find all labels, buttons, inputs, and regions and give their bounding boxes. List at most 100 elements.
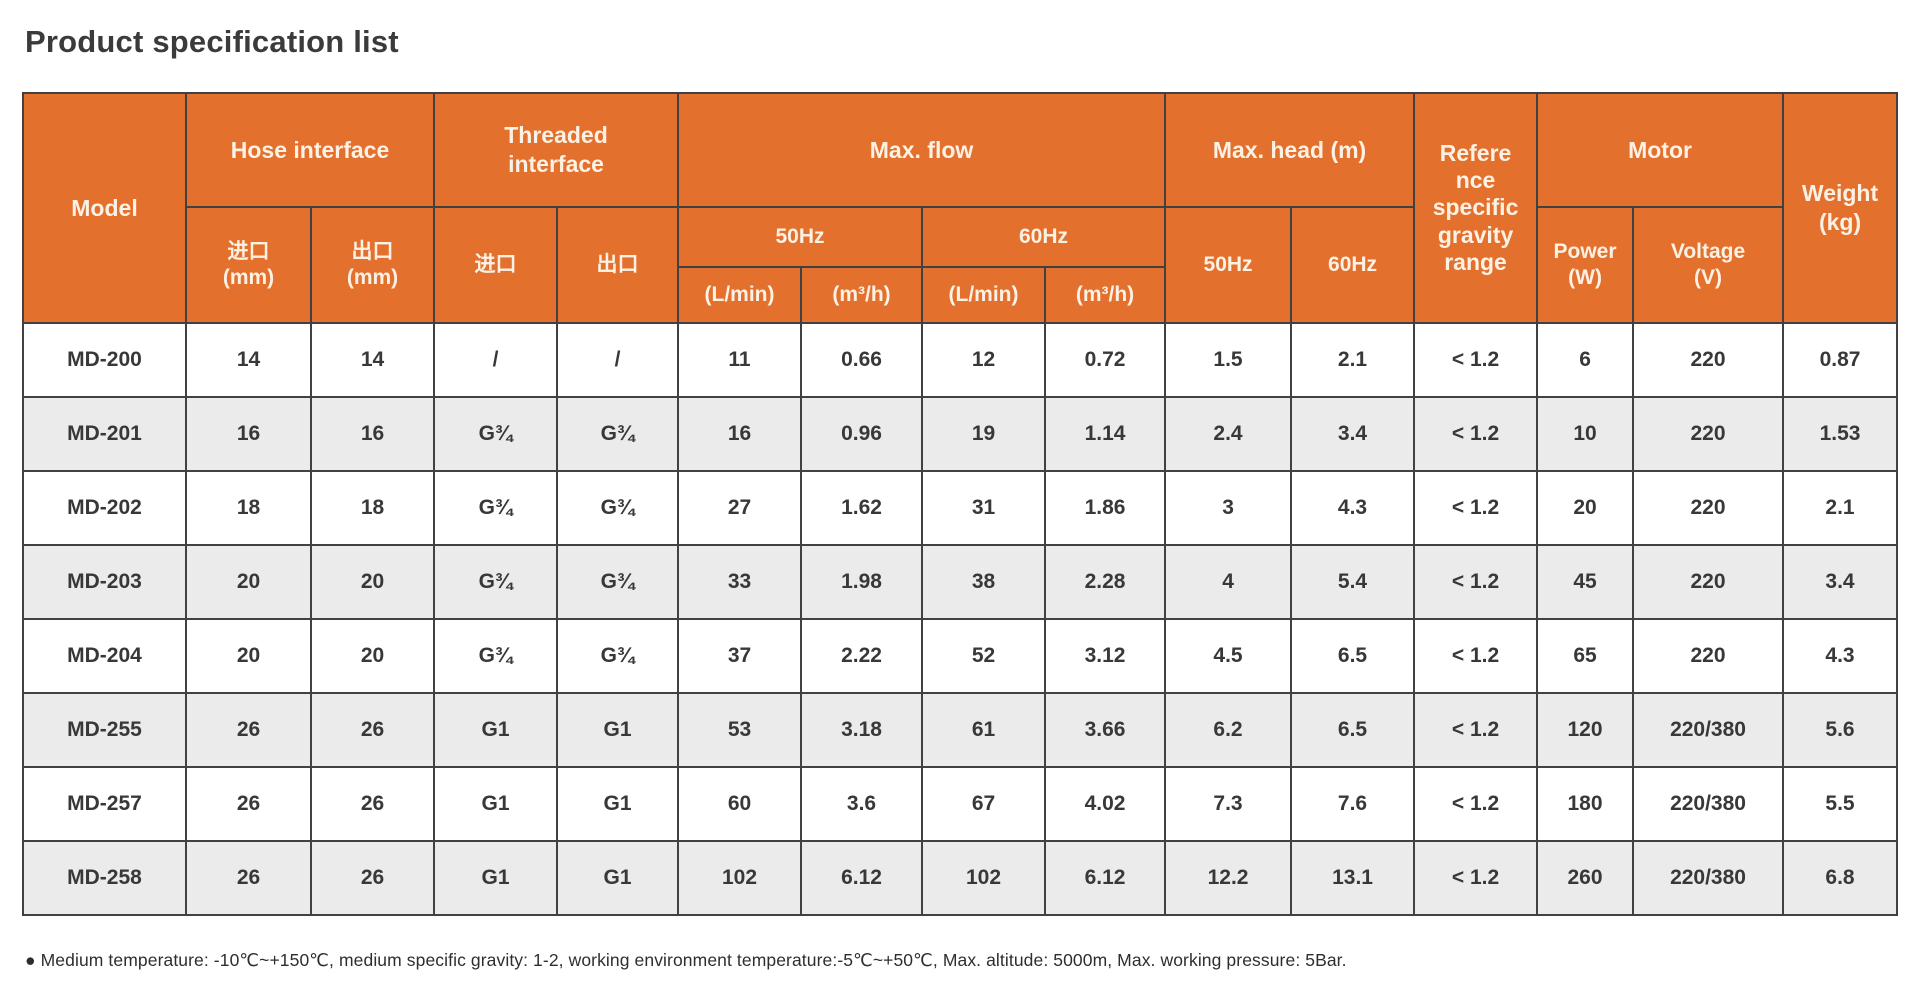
cell-value: 6 bbox=[1536, 322, 1635, 398]
cell-value: 1.62 bbox=[800, 470, 924, 546]
cell-value: 31 bbox=[921, 470, 1047, 546]
cell-value: 120 bbox=[1536, 692, 1635, 768]
cell-model: MD-204 bbox=[22, 618, 187, 694]
cell-value: 67 bbox=[921, 766, 1047, 842]
cell-value: G¾ bbox=[433, 470, 559, 546]
header-reference-gravity: Refere nce specific gravity range bbox=[1413, 92, 1539, 324]
cell-value: 7.6 bbox=[1290, 766, 1416, 842]
cell-value: 3.12 bbox=[1044, 618, 1167, 694]
cell-value: 3.6 bbox=[800, 766, 924, 842]
cell-value: 5.5 bbox=[1782, 766, 1899, 842]
cell-value: 27 bbox=[677, 470, 803, 546]
cell-value: 16 bbox=[677, 396, 803, 472]
cell-value: 38 bbox=[921, 544, 1047, 620]
cell-value: 52 bbox=[921, 618, 1047, 694]
cell-value: G1 bbox=[556, 692, 680, 768]
header-unit-lmin-50hz: (L/min) bbox=[677, 266, 803, 324]
cell-value: 3.18 bbox=[800, 692, 924, 768]
cell-value: 6.5 bbox=[1290, 618, 1416, 694]
table-row: MD-257 26 26 G1 G1 60 3.6 67 4.02 7.3 7.6 < 1.2 180 2… bbox=[22, 766, 1899, 842]
cell-value: 18 bbox=[185, 470, 312, 546]
cell-value: 4.3 bbox=[1782, 618, 1899, 694]
cell-value: 18 bbox=[309, 470, 436, 546]
cell-value: 6.2 bbox=[1164, 692, 1293, 768]
table-row: MD-201 16 16 G¾ G¾ 16 0.96 19 1.14 2.4 3.4 < 1.2 10 2… bbox=[22, 396, 1899, 472]
header-unit-m3h-50hz: (m³/h) bbox=[800, 266, 924, 324]
cell-value: 2.22 bbox=[800, 618, 924, 694]
cell-value: 26 bbox=[185, 840, 312, 916]
cell-value: 220/380 bbox=[1632, 692, 1785, 768]
cell-value: 20 bbox=[185, 544, 312, 620]
table-row: MD-258 26 26 G1 G1 102 6.12 102 6.12 12.2 13.1 < 1.… bbox=[22, 840, 1899, 916]
cell-model: MD-201 bbox=[22, 396, 187, 472]
cell-value: 12 bbox=[921, 322, 1047, 398]
cell-value: 60 bbox=[677, 766, 803, 842]
cell-value: 20 bbox=[185, 618, 312, 694]
cell-value: 102 bbox=[921, 840, 1047, 916]
cell-value: 1.14 bbox=[1044, 396, 1167, 472]
cell-model: MD-200 bbox=[22, 322, 187, 398]
header-voltage: Voltage (V) bbox=[1632, 206, 1785, 324]
cell-value: G¾ bbox=[556, 544, 680, 620]
cell-value: 6.12 bbox=[800, 840, 924, 916]
cell-value: 6.8 bbox=[1782, 840, 1899, 916]
header-weight: Weight (kg) bbox=[1782, 92, 1899, 324]
header-max-head: Max. head (m) bbox=[1164, 92, 1416, 208]
cell-value: G1 bbox=[433, 840, 559, 916]
header-flow-60hz: 60Hz bbox=[921, 206, 1167, 268]
header-hose-interface: Hose interface bbox=[184, 92, 436, 208]
cell-value: 4.5 bbox=[1164, 618, 1293, 694]
table-row: MD-204 20 20 G¾ G¾ 37 2.22 52 3.12 4.5 6.5 < 1.2 65 2… bbox=[22, 618, 1899, 694]
spec-table: Model Hose interface Threaded interface … bbox=[22, 92, 1899, 916]
page-title: Product specification list bbox=[25, 24, 399, 59]
cell-value: 26 bbox=[185, 766, 312, 842]
cell-value: 11 bbox=[677, 322, 803, 398]
cell-value: G1 bbox=[433, 766, 559, 842]
cell-value: 12.2 bbox=[1164, 840, 1293, 916]
cell-value: 26 bbox=[309, 692, 436, 768]
cell-value: 220 bbox=[1632, 544, 1785, 620]
cell-value: 6.12 bbox=[1044, 840, 1167, 916]
cell-value: 260 bbox=[1536, 840, 1635, 916]
header-motor: Motor bbox=[1536, 92, 1785, 208]
cell-value: 5.4 bbox=[1290, 544, 1416, 620]
spec-table-header: Model Hose interface Threaded interface … bbox=[22, 92, 1899, 324]
cell-value: 2.4 bbox=[1164, 396, 1293, 472]
cell-value: 1.86 bbox=[1044, 470, 1167, 546]
cell-value: 13.1 bbox=[1290, 840, 1416, 916]
cell-value: 26 bbox=[185, 692, 312, 768]
cell-value: 102 bbox=[677, 840, 803, 916]
cell-value: G¾ bbox=[433, 396, 559, 472]
cell-value: 3.4 bbox=[1290, 396, 1416, 472]
header-threaded-interface: Threaded interface bbox=[433, 92, 680, 208]
cell-value: 14 bbox=[185, 322, 312, 398]
header-model: Model bbox=[22, 92, 187, 324]
cell-value: 26 bbox=[309, 840, 436, 916]
cell-value: < 1.2 bbox=[1413, 840, 1539, 916]
cell-value: 3.66 bbox=[1044, 692, 1167, 768]
cell-value: < 1.2 bbox=[1413, 766, 1539, 842]
cell-value: 4 bbox=[1164, 544, 1293, 620]
cell-value: < 1.2 bbox=[1413, 618, 1539, 694]
cell-value: < 1.2 bbox=[1413, 396, 1539, 472]
cell-value: G¾ bbox=[433, 618, 559, 694]
cell-value: < 1.2 bbox=[1413, 470, 1539, 546]
cell-value: 37 bbox=[677, 618, 803, 694]
cell-value: 19 bbox=[921, 396, 1047, 472]
cell-value: < 1.2 bbox=[1413, 322, 1539, 398]
cell-value: 65 bbox=[1536, 618, 1635, 694]
table-row: MD-255 26 26 G1 G1 53 3.18 61 3.66 6.2 6.5 < 1.2 120… bbox=[22, 692, 1899, 768]
cell-value: 3.4 bbox=[1782, 544, 1899, 620]
cell-value: 5.6 bbox=[1782, 692, 1899, 768]
cell-value: < 1.2 bbox=[1413, 544, 1539, 620]
header-threaded-inlet: 进口 bbox=[433, 206, 559, 324]
cell-model: MD-203 bbox=[22, 544, 187, 620]
cell-value: G1 bbox=[556, 840, 680, 916]
cell-model: MD-255 bbox=[22, 692, 187, 768]
cell-value: 2.1 bbox=[1290, 322, 1416, 398]
cell-value: 14 bbox=[309, 322, 436, 398]
cell-value: 180 bbox=[1536, 766, 1635, 842]
cell-value: G1 bbox=[433, 692, 559, 768]
cell-value: 0.96 bbox=[800, 396, 924, 472]
header-max-flow: Max. flow bbox=[677, 92, 1167, 208]
